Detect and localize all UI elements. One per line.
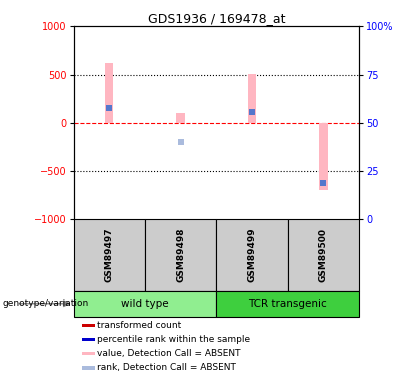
Text: wild type: wild type	[121, 299, 169, 309]
Bar	[82, 352, 95, 356]
Bar	[145, 219, 216, 291]
Bar	[82, 324, 95, 327]
Text: TCR transgenic: TCR transgenic	[248, 299, 327, 309]
Text: genotype/variation: genotype/variation	[2, 299, 88, 308]
Bar	[248, 74, 256, 123]
Text: rank, Detection Call = ABSENT: rank, Detection Call = ABSENT	[97, 363, 236, 372]
Text: value, Detection Call = ABSENT: value, Detection Call = ABSENT	[97, 350, 241, 358]
Bar	[105, 63, 113, 123]
Text: transformed count: transformed count	[97, 321, 181, 330]
Title: GDS1936 / 169478_at: GDS1936 / 169478_at	[147, 12, 285, 25]
Bar	[176, 113, 185, 123]
Bar	[288, 219, 359, 291]
Text: GSM89500: GSM89500	[319, 228, 328, 282]
Text: GSM89498: GSM89498	[176, 228, 185, 282]
Bar	[82, 366, 95, 369]
Bar	[216, 291, 359, 317]
Bar	[74, 291, 216, 317]
Bar	[216, 219, 288, 291]
Bar	[74, 219, 145, 291]
Text: GSM89497: GSM89497	[105, 228, 114, 282]
Text: GSM89499: GSM89499	[247, 228, 257, 282]
Bar	[82, 338, 95, 341]
Text: percentile rank within the sample: percentile rank within the sample	[97, 335, 250, 344]
Bar	[319, 123, 328, 190]
